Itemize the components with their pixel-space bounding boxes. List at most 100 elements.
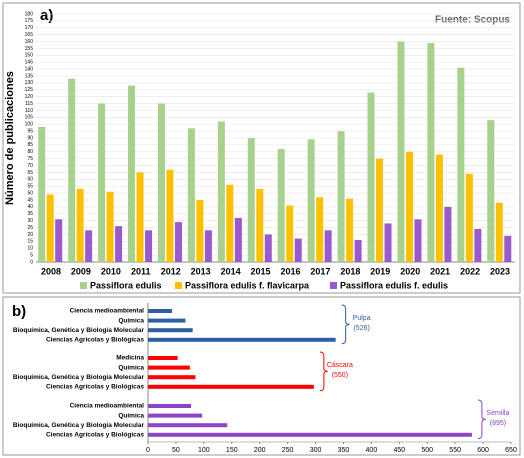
y-tick-label: Ciencia medioambiental (70, 308, 145, 315)
bar (166, 169, 174, 262)
bar (316, 197, 324, 262)
x-tick-label: 2015 (251, 266, 271, 276)
panel-label: b) (12, 303, 26, 320)
bar (217, 121, 225, 262)
x-tick-label: 550 (449, 447, 461, 454)
x-tick-label: 2009 (71, 266, 91, 276)
y-tick-label: Ciencias Agrícolas y Biológicas (46, 432, 144, 439)
y-tick-label: 125 (25, 87, 34, 93)
y-tick-label: 0 (30, 259, 33, 265)
y-tick-label: 180 (25, 11, 34, 17)
bar (148, 318, 186, 323)
group-label: Cáscara (327, 362, 353, 369)
legend-swatch (330, 282, 337, 289)
y-tick-label: 130 (25, 80, 34, 86)
y-tick-label: Bioquímica, Genética y Biología Molecula… (13, 422, 145, 429)
bar (307, 139, 315, 262)
y-tick-label: 175 (25, 18, 34, 24)
bar (76, 188, 84, 262)
x-tick-label: 100 (198, 447, 210, 454)
x-tick-label: 50 (172, 447, 180, 454)
y-tick-label: 120 (25, 94, 34, 100)
x-tick-label: 2023 (490, 266, 510, 276)
bar (234, 217, 242, 262)
y-tick-label: 105 (25, 115, 34, 121)
bar (187, 128, 195, 262)
bar (294, 238, 302, 262)
x-tick-label: 2019 (370, 266, 390, 276)
x-tick-label: 2014 (221, 266, 241, 276)
bar (145, 230, 153, 262)
x-tick-label: 200 (254, 447, 266, 454)
y-tick-label: 85 (27, 142, 33, 148)
bar (136, 172, 144, 262)
x-tick-label: 2016 (280, 266, 300, 276)
y-tick-label: Bioquímica, Genética y Biología Molecula… (13, 327, 145, 334)
group-label: Semilla (486, 410, 509, 417)
bar (247, 138, 255, 262)
bar (226, 184, 234, 262)
y-tick-label: 70 (27, 163, 33, 169)
bar (148, 309, 173, 313)
x-tick-label: 600 (477, 447, 489, 454)
y-tick-label: Ciencias Agrícolas y Biológicas (46, 337, 144, 344)
bar (196, 200, 204, 262)
y-tick-label: Ciencia medioambiental (70, 403, 145, 410)
y-tick-label: 15 (27, 239, 33, 245)
y-tick-label: 75 (27, 156, 33, 162)
x-tick-label: 2018 (340, 266, 360, 276)
bar (427, 42, 435, 262)
y-tick-label: 10 (27, 246, 33, 252)
y-tick-label: Química (118, 412, 144, 419)
bar (457, 67, 465, 262)
legend-swatch (175, 282, 182, 289)
y-tick-label: Medicina (116, 355, 144, 362)
y-tick-label: 155 (25, 46, 34, 52)
bar (277, 149, 285, 262)
y-tick-label: 80 (27, 149, 33, 155)
bar (157, 103, 165, 262)
bar (55, 219, 63, 262)
y-tick-label: 30 (27, 218, 33, 224)
bar (376, 158, 384, 262)
bar (405, 151, 413, 262)
x-tick-label: 500 (421, 447, 433, 454)
bar (148, 413, 203, 418)
bar (465, 173, 473, 262)
bar (148, 423, 228, 428)
bar (115, 226, 123, 262)
y-tick-label: 100 (25, 122, 34, 128)
legend-swatch (80, 282, 87, 289)
y-tick-label: Ciencias Agrícolas y Biológicas (46, 384, 144, 391)
bracket (341, 304, 350, 345)
x-tick-label: 400 (366, 447, 378, 454)
x-tick-label: 2020 (400, 266, 420, 276)
bar (148, 432, 472, 437)
group-total: (526) (353, 325, 369, 332)
x-tick-label: 2010 (101, 266, 121, 276)
bar (495, 202, 503, 262)
legend-label: Passiflora edulis f. edulis (340, 280, 448, 290)
bar (354, 239, 362, 262)
bar (435, 154, 443, 262)
bar (148, 404, 192, 408)
bar (148, 384, 314, 389)
x-tick-label: 2017 (310, 266, 330, 276)
y-tick-label: 45 (27, 197, 33, 203)
bar (148, 365, 190, 370)
bar (148, 328, 193, 333)
y-tick-label: 90 (27, 135, 33, 141)
x-tick-label: 2008 (41, 266, 61, 276)
bar (337, 131, 345, 262)
panel-label: a) (40, 7, 53, 24)
x-tick-label: 2011 (131, 266, 151, 276)
x-tick-label: 0 (146, 447, 150, 454)
y-tick-label: 170 (25, 25, 34, 31)
y-tick-label: 25 (27, 225, 33, 231)
bar (128, 85, 136, 263)
x-tick-label: 650 (505, 447, 517, 454)
bar (397, 41, 405, 262)
x-tick-label: 2012 (161, 266, 181, 276)
legend-label: Passiflora edulis (90, 280, 162, 290)
